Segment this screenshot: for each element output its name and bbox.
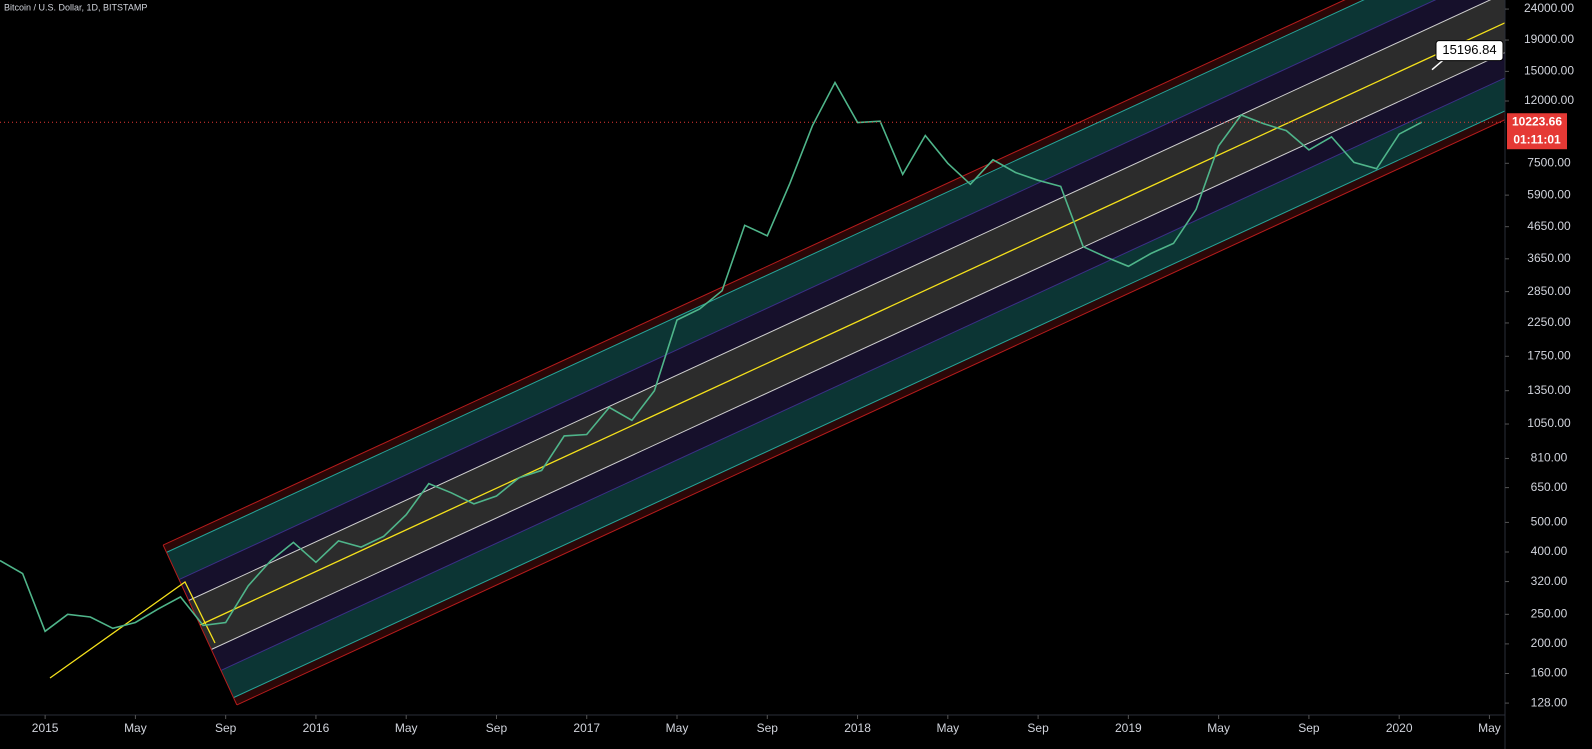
y-tick-label: 12000.00	[1524, 93, 1574, 107]
x-tick-label: Sep	[1027, 721, 1049, 735]
y-tick-label: 4650.00	[1527, 219, 1571, 233]
channel-line	[188, 0, 1492, 601]
y-tick-label: 250.00	[1531, 606, 1568, 620]
y-tick-label: 200.00	[1531, 636, 1568, 650]
y-tick-label: 650.00	[1531, 480, 1568, 494]
y-tick-label: 24000.00	[1524, 1, 1574, 15]
y-tick-label: 15000.00	[1524, 64, 1574, 78]
x-tick-label: May	[1478, 721, 1501, 735]
x-tick-label: 2017	[573, 721, 600, 735]
y-tick-label: 320.00	[1531, 574, 1568, 588]
countdown-label: 01:11:01	[1513, 132, 1561, 146]
x-tick-label: Sep	[486, 721, 508, 735]
x-tick-label: May	[124, 721, 147, 735]
y-tick-label: 500.00	[1531, 515, 1568, 529]
channel-band	[166, 0, 1436, 580]
channel-line	[233, 110, 1505, 699]
x-tick-label: May	[1207, 721, 1230, 735]
y-tick-label: 810.00	[1531, 451, 1568, 465]
y-tick-label: 1350.00	[1527, 383, 1571, 397]
x-tick-label: 2019	[1115, 721, 1142, 735]
x-tick-label: 2020	[1386, 721, 1413, 735]
channel-line	[166, 0, 1365, 553]
x-tick-label: May	[936, 721, 959, 735]
y-tick-label: 1750.00	[1527, 348, 1571, 362]
x-tick-label: Sep	[215, 721, 237, 735]
annotation-box	[1435, 40, 1504, 62]
y-tick-label: 19000.00	[1524, 32, 1574, 46]
channel-line	[178, 0, 1437, 581]
channel-band	[188, 0, 1505, 650]
y-tick-label: 5900.00	[1527, 187, 1571, 201]
y-tick-label: 1050.00	[1527, 416, 1571, 430]
y-tick-label: 3650.00	[1527, 251, 1571, 265]
y-tick-label: 128.00	[1531, 695, 1568, 709]
y-tick-label: 7500.00	[1527, 155, 1571, 169]
channel-line	[220, 77, 1505, 671]
channel-end	[162, 544, 238, 706]
x-tick-label: May	[395, 721, 418, 735]
annotation-label: 15196.84	[1442, 42, 1496, 57]
trend-line	[49, 581, 216, 679]
x-tick-label: Sep	[1298, 721, 1320, 735]
y-tick-label: 2850.00	[1527, 284, 1571, 298]
chart-title: Bitcoin / U.S. Dollar, 1D, BITSTAMP	[4, 2, 147, 12]
channel-line	[199, 22, 1505, 626]
x-tick-label: 2015	[32, 721, 59, 735]
channel-band	[233, 110, 1505, 705]
channel-band	[211, 52, 1505, 671]
last-price-label: 10223.66	[1512, 114, 1562, 128]
x-tick-label: Sep	[757, 721, 779, 735]
y-tick-label: 2250.00	[1527, 315, 1571, 329]
channel-band	[179, 0, 1490, 601]
channel-line	[162, 0, 1346, 546]
x-tick-label: 2018	[844, 721, 871, 735]
y-tick-label: 160.00	[1531, 666, 1568, 680]
plot-area	[0, 0, 1505, 706]
regression-channel	[162, 0, 1505, 706]
channel-band	[220, 77, 1505, 698]
price-line	[0, 80, 1423, 633]
channel-line	[236, 119, 1505, 706]
last-price-box	[1507, 113, 1567, 150]
y-tick-label: 400.00	[1531, 544, 1568, 558]
x-tick-label: May	[666, 721, 689, 735]
x-tick-label: 2016	[303, 721, 330, 735]
